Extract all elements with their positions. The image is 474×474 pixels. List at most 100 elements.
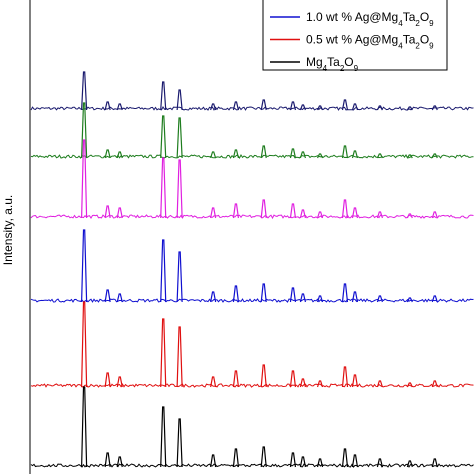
diffraction-peak: [406, 213, 413, 219]
diffraction-peak: [289, 370, 297, 388]
baseline-noise: [30, 298, 474, 303]
diffraction-peak: [299, 151, 307, 159]
diffraction-peak: [232, 448, 240, 468]
diffraction-peak: [431, 380, 438, 388]
diffraction-peak: [81, 229, 88, 303]
diffraction-peak: [104, 149, 111, 159]
diffraction-peak: [376, 295, 383, 303]
baseline-noise: [30, 153, 474, 160]
diffraction-peak: [341, 448, 349, 468]
diffraction-peak: [160, 157, 167, 219]
diffraction-peak: [176, 117, 183, 159]
diffraction-peak: [104, 289, 111, 303]
diffraction-peak: [104, 205, 111, 219]
diffraction-peak: [316, 295, 324, 303]
diffraction-peak: [289, 101, 297, 111]
diffraction-peak: [299, 456, 307, 468]
diffraction-peak: [351, 103, 359, 111]
diffraction-peak: [431, 211, 438, 219]
diffraction-peak: [81, 301, 88, 388]
diffraction-peak: [341, 99, 349, 111]
diffraction-peak: [289, 203, 297, 219]
diffraction-peak: [210, 291, 217, 303]
legend-label: 0.5 wt % Ag@Mg4Ta2O9: [306, 33, 434, 51]
diffraction-peak: [351, 374, 359, 388]
diffraction-peak: [376, 153, 383, 159]
diffraction-peak: [81, 102, 88, 159]
diffraction-peak: [176, 251, 183, 303]
diffraction-peak: [316, 211, 324, 219]
diffraction-peak: [289, 287, 297, 303]
diffraction-peak: [351, 454, 359, 468]
diffraction-peak: [81, 139, 88, 219]
baseline-noise: [30, 463, 474, 468]
diffraction-peak: [104, 101, 111, 111]
diffraction-peak: [232, 149, 240, 159]
diffraction-peak: [406, 154, 413, 159]
diffraction-peak: [116, 207, 123, 219]
diffraction-peak: [116, 293, 123, 303]
diffraction-peak: [160, 406, 167, 468]
diffraction-peak: [341, 283, 349, 303]
diffraction-peak: [104, 372, 111, 388]
diffraction-peak: [316, 153, 324, 159]
y-axis-label: Intensity, a.u.: [1, 195, 15, 265]
diffraction-peak: [260, 99, 267, 111]
diffraction-peak: [210, 151, 217, 159]
diffraction-peak: [431, 458, 438, 468]
legend-label: Mg4Ta2O9: [306, 55, 359, 73]
diffraction-peak: [176, 89, 183, 111]
diffraction-peak: [351, 150, 359, 159]
diffraction-peak: [210, 207, 217, 219]
diffraction-peak: [116, 103, 123, 111]
diffraction-peak: [431, 105, 438, 111]
diffraction-peak: [376, 211, 383, 219]
diffraction-peak: [260, 446, 267, 468]
diffraction-peak: [376, 380, 383, 388]
diffraction-peak: [176, 326, 183, 388]
diffraction-peak: [260, 364, 267, 388]
diffraction-peak: [351, 207, 359, 219]
diffraction-peak: [116, 376, 123, 388]
diffraction-peak: [316, 380, 324, 388]
diffraction-peak: [160, 318, 167, 388]
diffraction-peak: [160, 239, 167, 303]
diffraction-peak: [406, 297, 413, 303]
diffraction-peak: [116, 456, 123, 468]
diffraction-peak: [376, 458, 383, 468]
diffraction-peak: [81, 386, 88, 468]
diffraction-peak: [431, 153, 438, 159]
diffraction-peak: [81, 71, 88, 111]
diffraction-peak: [341, 145, 349, 159]
diffraction-peak: [299, 104, 306, 111]
legend-box: [262, 0, 448, 71]
diffraction-peak: [289, 452, 297, 468]
diffraction-peak: [232, 285, 240, 303]
diffraction-peak: [316, 105, 324, 111]
diffraction-peak: [406, 460, 413, 468]
diffraction-peak: [176, 418, 183, 468]
diffraction-peak: [260, 283, 267, 303]
diffraction-peak: [406, 106, 413, 111]
diffraction-peak: [299, 378, 307, 388]
diffraction-peak: [116, 151, 123, 159]
diffraction-peak: [176, 159, 183, 219]
diffraction-peak: [351, 291, 359, 303]
diffraction-peak: [260, 145, 267, 159]
diffraction-peak: [260, 199, 267, 219]
diffraction-peak: [431, 295, 438, 303]
diffraction-peak: [341, 199, 349, 219]
diffraction-peak: [232, 370, 240, 388]
diffraction-peak: [210, 376, 217, 388]
diffraction-peak: [160, 115, 167, 159]
diffraction-peak: [299, 209, 307, 219]
diffraction-peak: [210, 103, 217, 111]
diffraction-peak: [289, 148, 297, 159]
diffraction-peak: [316, 458, 324, 468]
diffraction-peak: [232, 203, 240, 219]
diffraction-peak: [232, 101, 240, 111]
diffraction-peak: [210, 454, 217, 468]
legend-label: 1.0 wt % Ag@Mg4Ta2O9: [306, 10, 434, 28]
diffraction-peak: [341, 366, 349, 388]
